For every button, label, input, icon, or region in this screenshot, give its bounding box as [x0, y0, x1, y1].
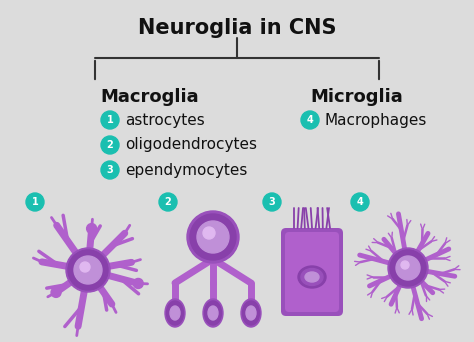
FancyBboxPatch shape — [285, 232, 339, 312]
Text: 3: 3 — [269, 197, 275, 207]
Circle shape — [301, 111, 319, 129]
Text: Macroglia: Macroglia — [100, 88, 199, 106]
Text: 3: 3 — [107, 165, 113, 175]
Circle shape — [101, 136, 119, 154]
Ellipse shape — [298, 266, 326, 288]
Circle shape — [263, 193, 281, 211]
Circle shape — [351, 193, 369, 211]
Circle shape — [197, 221, 229, 253]
Circle shape — [66, 248, 110, 292]
Circle shape — [390, 250, 426, 286]
Circle shape — [101, 161, 119, 179]
Text: oligodendrocytes: oligodendrocytes — [125, 137, 257, 153]
Text: ependymocytes: ependymocytes — [125, 162, 247, 177]
Circle shape — [74, 256, 102, 284]
Text: 1: 1 — [32, 197, 38, 207]
Text: astrocytes: astrocytes — [125, 113, 205, 128]
Ellipse shape — [208, 306, 218, 320]
FancyBboxPatch shape — [281, 228, 343, 316]
Text: Macrophages: Macrophages — [325, 113, 428, 128]
Circle shape — [190, 214, 236, 260]
Ellipse shape — [301, 268, 323, 286]
Ellipse shape — [203, 299, 223, 327]
Ellipse shape — [246, 306, 256, 320]
Ellipse shape — [305, 272, 319, 282]
Circle shape — [133, 278, 143, 288]
Text: 2: 2 — [107, 140, 113, 150]
Circle shape — [68, 250, 108, 290]
Circle shape — [396, 256, 420, 280]
Circle shape — [388, 248, 428, 288]
Text: 2: 2 — [164, 197, 172, 207]
Circle shape — [87, 224, 97, 234]
Circle shape — [80, 262, 90, 272]
Ellipse shape — [165, 299, 185, 327]
Circle shape — [159, 193, 177, 211]
Circle shape — [187, 211, 239, 263]
Ellipse shape — [204, 301, 221, 325]
Ellipse shape — [170, 306, 180, 320]
Text: 4: 4 — [307, 115, 313, 125]
Ellipse shape — [166, 301, 183, 325]
Ellipse shape — [243, 301, 259, 325]
Text: Microglia: Microglia — [310, 88, 403, 106]
Circle shape — [203, 227, 215, 239]
Circle shape — [401, 261, 409, 269]
Ellipse shape — [241, 299, 261, 327]
Circle shape — [26, 193, 44, 211]
Circle shape — [51, 287, 61, 298]
Text: Neuroglia in CNS: Neuroglia in CNS — [138, 18, 336, 38]
Text: 1: 1 — [107, 115, 113, 125]
Circle shape — [101, 111, 119, 129]
Text: 4: 4 — [356, 197, 364, 207]
